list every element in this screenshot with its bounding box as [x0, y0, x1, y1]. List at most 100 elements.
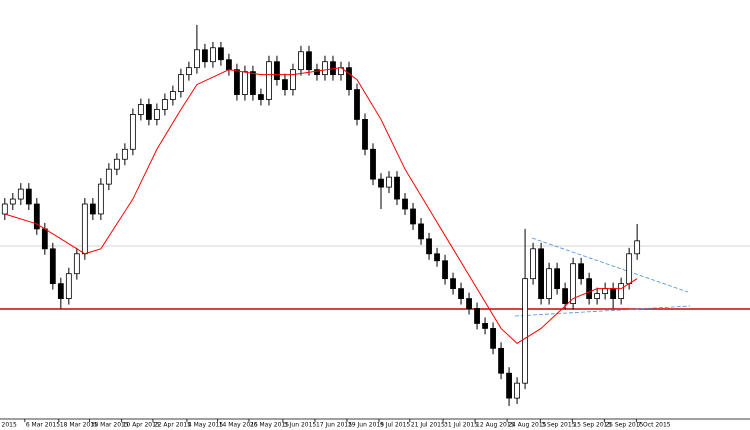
candle-body: [474, 308, 480, 324]
candle-body: [113, 158, 120, 170]
candle-body: [498, 347, 504, 374]
candle-body: [602, 288, 609, 294]
candle-body: [169, 91, 176, 100]
candle-body: [17, 188, 24, 200]
x-tick-label: 25 Sep 2015: [605, 422, 643, 429]
candle-body: [137, 104, 144, 115]
candle-body: [298, 51, 304, 71]
candle-body: [490, 328, 496, 349]
candle-body: [57, 283, 64, 299]
candle-body: [194, 49, 200, 69]
candle-body: [73, 253, 80, 275]
candle-body: [426, 238, 432, 255]
candle-body: [586, 278, 593, 299]
candle-body: [394, 176, 400, 200]
candle-body: [506, 372, 512, 399]
x-tick-label: 30 Mar 2015: [91, 422, 129, 429]
candle-body: [234, 69, 240, 95]
moving-average: [4, 67, 638, 344]
candle-body: [354, 89, 360, 120]
x-tick-label: 31 Jul 2015: [444, 422, 478, 429]
candle-body: [458, 288, 464, 299]
candle-body: [105, 168, 112, 185]
candle-body: [250, 71, 256, 95]
x-tick-label: 7 Oct 2015: [637, 422, 670, 429]
candle-body: [538, 248, 544, 299]
candle-body: [25, 188, 32, 205]
candle-body: [594, 293, 601, 299]
x-tick-label: 17 Jun 2015: [316, 422, 352, 429]
candle-body: [49, 248, 56, 285]
candle-body: [578, 263, 585, 280]
x-tick-label: 12 Aug 2015: [476, 422, 515, 429]
candle-body: [442, 260, 448, 280]
candle-body: [266, 61, 272, 100]
candle-body: [274, 61, 280, 81]
x-tick-label: 21 Jul 2015: [411, 422, 445, 429]
candle-body: [322, 61, 328, 76]
candle-body: [562, 288, 569, 304]
candle-body: [306, 51, 312, 71]
candle-body: [434, 253, 440, 262]
x-tick-label: 14 May 2015: [219, 422, 258, 429]
candle-body: [514, 382, 520, 399]
candle-body: [466, 298, 472, 309]
trend-line: [514, 305, 691, 317]
candle-body: [290, 69, 296, 90]
x-tick-label: 18 Mar 2015: [60, 422, 98, 429]
x-tick-label: 24 Aug 2015: [508, 422, 547, 429]
x-tick-label: 10 Apr 2015: [123, 422, 160, 429]
candle-body: [41, 228, 48, 250]
candle-body: [129, 114, 136, 150]
candle-body: [186, 67, 192, 76]
candle-body: [402, 198, 408, 210]
candle-body: [89, 203, 96, 215]
candle-body: [226, 59, 232, 71]
candle-body: [97, 183, 104, 215]
candle-body: [570, 263, 577, 304]
x-tick-label: 5 Jun 2015: [284, 422, 316, 429]
candle-body: [410, 208, 416, 225]
x-tick-label: Feb 2015: [0, 422, 17, 429]
candle-body: [145, 104, 152, 120]
candle-body: [121, 148, 128, 160]
candle-body: [450, 278, 456, 290]
candle-body: [378, 178, 384, 188]
candle-body: [218, 47, 224, 61]
candle-body: [418, 223, 424, 240]
candle-body: [530, 248, 536, 280]
x-tick-label: 15 Sep 2015: [573, 422, 611, 429]
candle-body: [202, 49, 208, 63]
candle-body: [177, 74, 184, 92]
candle-body: [81, 203, 88, 255]
x-tick-label: 3 Sep 2015: [541, 422, 575, 429]
plot: [1, 24, 641, 407]
candle-body: [9, 198, 16, 205]
candle-body: [554, 268, 560, 290]
candle-body: [258, 94, 264, 100]
x-tick-label: 26 May 2015: [250, 422, 289, 429]
trend-line: [531, 237, 689, 293]
candle-body: [33, 203, 40, 230]
candle-body: [346, 67, 352, 90]
candle-body: [386, 176, 392, 188]
candle-body: [153, 109, 160, 120]
candle-body: [1, 203, 8, 215]
x-tick-label: 6 Mar 2015: [26, 422, 60, 429]
candle-body: [610, 288, 617, 299]
candle-body: [242, 71, 248, 95]
candle-body: [370, 148, 376, 180]
candle-body: [618, 283, 625, 299]
x-tick-label: 4 May 2015: [188, 422, 223, 429]
candle-body: [65, 273, 72, 299]
candle-body: [546, 268, 552, 299]
candle-body: [634, 240, 641, 255]
candle-body: [482, 323, 488, 329]
x-tick-label: 29 Jun 2015: [348, 422, 384, 429]
candle-body: [161, 99, 168, 110]
candle-body: [626, 253, 633, 285]
candle-body: [210, 47, 216, 63]
x-tick-label: 9 Jul 2015: [380, 422, 410, 429]
